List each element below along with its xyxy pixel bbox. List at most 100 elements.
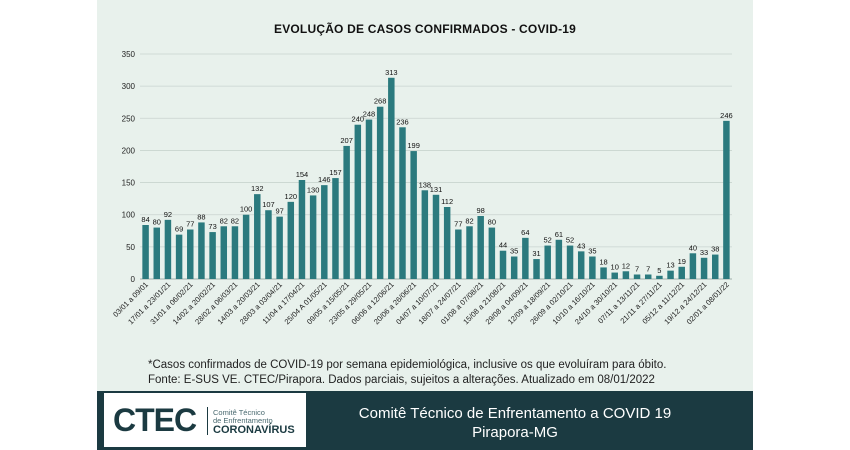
data-label: 313 (385, 68, 398, 77)
data-label: 130 (307, 185, 320, 194)
data-label: 120 (285, 192, 298, 201)
data-label: 7 (646, 265, 650, 274)
ctec-logo: CTEC Comitê Técnico de Enfrentamento COR… (104, 393, 306, 447)
data-label: 107 (262, 200, 275, 209)
bar (611, 272, 618, 279)
bar (700, 257, 708, 279)
bar (577, 251, 585, 279)
bar (343, 145, 350, 279)
data-label: 132 (251, 184, 264, 193)
data-label: 199 (407, 141, 420, 150)
bar (533, 259, 540, 279)
bar (522, 237, 529, 279)
logo-line-1: Comitê Técnico (213, 408, 265, 417)
data-label: 10 (611, 263, 619, 272)
data-label: 31 (532, 249, 540, 258)
data-label: 44 (499, 241, 507, 250)
data-label: 82 (231, 216, 239, 225)
data-label: 80 (153, 218, 161, 227)
bar (309, 195, 317, 279)
bar (466, 226, 473, 279)
y-tick-label: 300 (122, 82, 136, 91)
data-label: 33 (700, 248, 708, 257)
bar (209, 232, 216, 279)
chart-title: EVOLUÇÃO DE CASOS CONFIRMADOS - COVID-19 (273, 22, 577, 36)
bar (432, 194, 440, 279)
data-label: 12 (622, 261, 630, 270)
data-label: 77 (186, 220, 194, 229)
bar (421, 190, 429, 279)
bar (287, 201, 295, 279)
data-label: 138 (419, 180, 432, 189)
bar (499, 250, 507, 279)
data-label: 246 (720, 111, 733, 120)
y-tick-label: 250 (122, 114, 136, 123)
data-label: 77 (454, 220, 462, 229)
bar (365, 119, 373, 279)
data-label: 73 (208, 222, 216, 231)
data-label: 131 (430, 185, 443, 194)
bar (254, 194, 261, 279)
bar (332, 178, 339, 279)
data-label: 248 (363, 110, 376, 119)
bar (354, 124, 362, 279)
data-label: 13 (666, 261, 674, 270)
chart-footnote: *Casos confirmados de COVID-19 por seman… (148, 359, 667, 371)
data-label: 88 (197, 212, 205, 221)
bar (622, 271, 630, 279)
bar (231, 226, 239, 279)
bar (723, 120, 730, 279)
bar (298, 180, 306, 279)
data-label: 82 (465, 216, 473, 225)
bar (589, 256, 596, 279)
y-tick-label: 0 (131, 275, 136, 284)
data-label: 35 (510, 247, 518, 256)
footer-subtitle: Pirapora-MG (472, 424, 558, 441)
footer-title: Comitê Técnico de Enfrentamento a COVID … (358, 405, 672, 422)
bar (644, 274, 652, 279)
data-label: 7 (635, 265, 639, 274)
data-label: 52 (566, 236, 574, 245)
logo-coronavirus: CORONAVÍRUS (213, 424, 295, 436)
logo-separator (207, 407, 208, 435)
bar (410, 151, 417, 279)
bar (633, 274, 641, 279)
bar (376, 106, 384, 279)
data-label: 82 (220, 216, 228, 225)
bar (321, 185, 328, 279)
bar (566, 245, 574, 279)
data-label: 207 (340, 136, 353, 145)
data-label: 84 (141, 215, 149, 224)
bar (477, 216, 484, 279)
bar (198, 222, 205, 279)
y-tick-label: 150 (122, 179, 136, 188)
bar (443, 207, 451, 279)
chart-source: Fonte: E-SUS VE. CTEC/Pirapora. Dados pa… (148, 374, 655, 386)
bar (388, 77, 395, 280)
bar (656, 275, 663, 279)
y-tick-label: 200 (122, 146, 136, 155)
bar (220, 226, 228, 279)
data-label: 236 (396, 117, 409, 126)
data-label: 64 (521, 228, 529, 237)
data-label: 43 (577, 241, 585, 250)
data-label: 52 (544, 236, 552, 245)
data-label: 5 (657, 266, 661, 275)
bar (544, 245, 551, 279)
data-label: 268 (374, 97, 387, 106)
bar (153, 227, 160, 279)
data-label: 112 (441, 197, 453, 206)
bar (678, 266, 685, 279)
data-label: 38 (711, 245, 719, 254)
y-tick-label: 100 (122, 211, 136, 220)
data-label: 69 (175, 225, 183, 234)
data-label: 157 (329, 168, 342, 177)
bar (488, 227, 496, 279)
bar (399, 127, 406, 280)
data-label: 97 (275, 207, 283, 216)
data-label: 18 (599, 257, 607, 266)
data-label: 92 (164, 210, 172, 219)
data-label: 19 (678, 257, 686, 266)
bar (187, 229, 194, 279)
